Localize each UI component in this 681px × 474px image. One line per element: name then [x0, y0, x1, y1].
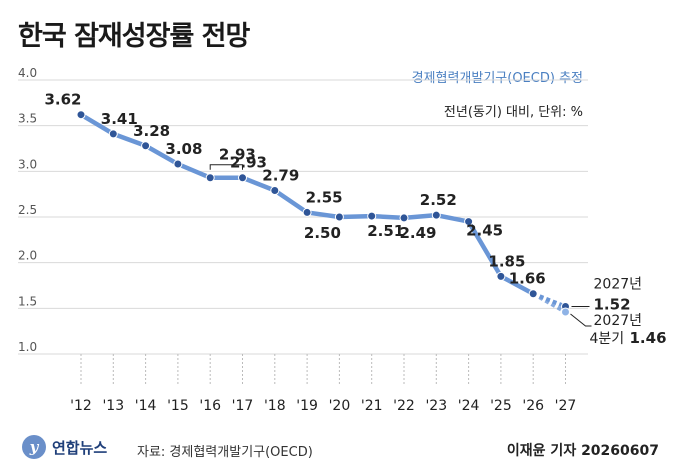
projection-line-q4 [532, 291, 567, 314]
data-point [367, 211, 377, 221]
x-tick-label: '27 [555, 398, 577, 414]
data-point [464, 217, 474, 227]
logo-text: 연합뉴스 [52, 438, 108, 457]
annotation-q4-value: 1.46 [630, 329, 667, 347]
chart-title: 한국 잠재성장률 전망 [18, 21, 250, 52]
x-tick-label: '26 [522, 398, 544, 414]
y-tick-label: 2.5 [18, 203, 37, 217]
yonhap-logo-icon: y [22, 435, 46, 459]
data-label: 2.51 [367, 222, 404, 240]
data-label: 3.41 [101, 110, 138, 128]
data-point [334, 212, 344, 222]
data-point-q4 [561, 307, 570, 317]
data-point [76, 110, 86, 120]
y-tick-label: 1.0 [18, 340, 37, 354]
data-point [205, 173, 215, 183]
unit-note: 전년(동기) 대비, 단위: % [443, 105, 583, 120]
x-tick-label: '25 [490, 398, 512, 414]
data-point [108, 129, 118, 139]
x-tick-label: '22 [393, 398, 415, 414]
leader-line-q4 [570, 313, 592, 327]
data-label-shared: 2.93 [219, 146, 256, 164]
source-note: 경제협력개발기구(OECD) 추정 [411, 71, 583, 86]
data-label: 1.85 [488, 252, 525, 270]
data-point [141, 141, 151, 151]
data-point [431, 210, 441, 220]
x-tick-label: '17 [232, 398, 254, 414]
x-tick-label: '12 [70, 398, 92, 414]
data-label: 1.66 [509, 270, 546, 288]
data-label: 2.52 [420, 191, 457, 209]
data-point [528, 289, 538, 299]
footer-logo: y 연합뉴스 [22, 435, 107, 459]
footer-credit: 이재윤 기자 20260607 [506, 443, 659, 459]
x-tick-label: '16 [199, 398, 221, 414]
x-tick-label: '13 [102, 398, 124, 414]
y-tick-label: 2.0 [18, 249, 37, 263]
x-tick-label: '18 [264, 398, 286, 414]
data-label: 2.50 [304, 224, 341, 242]
x-tick-label: '15 [167, 398, 189, 414]
data-point [270, 186, 280, 196]
annotation-2027-value: 1.52 [594, 296, 631, 314]
data-point [496, 271, 506, 281]
data-label: 2.79 [262, 167, 299, 185]
data-point [173, 159, 183, 169]
annotation-2027-label: 2027년 [594, 277, 643, 293]
data-point [399, 213, 409, 223]
annotation-q4-line1: 2027년 [594, 313, 643, 329]
x-tick-label: '21 [361, 398, 383, 414]
data-label: 2.45 [466, 222, 503, 240]
data-label: 2.49 [399, 224, 436, 242]
projection-line-annual [532, 291, 567, 309]
bracket [209, 164, 243, 170]
x-tick-label: '23 [425, 398, 447, 414]
y-tick-label: 3.5 [18, 112, 37, 126]
data-label: 2.93 [230, 154, 267, 172]
y-tick-label: 1.5 [18, 294, 37, 308]
data-point [302, 207, 312, 217]
annotation-q4-line2: 4분기 [590, 331, 625, 347]
x-tick-label: '14 [135, 398, 157, 414]
data-label: 2.55 [306, 188, 343, 206]
footer-source: 자료: 경제협력개발기구(OECD) [137, 445, 313, 460]
y-tick-label: 3.0 [18, 157, 37, 171]
data-label: 3.62 [44, 91, 81, 109]
x-tick-label: '19 [296, 398, 318, 414]
data-point [238, 173, 247, 183]
x-tick-label: '20 [329, 398, 351, 414]
y-tick-label: 4.0 [18, 66, 37, 80]
x-tick-label: '24 [458, 398, 480, 414]
data-label: 3.28 [133, 122, 170, 140]
data-label: 3.08 [165, 140, 202, 158]
